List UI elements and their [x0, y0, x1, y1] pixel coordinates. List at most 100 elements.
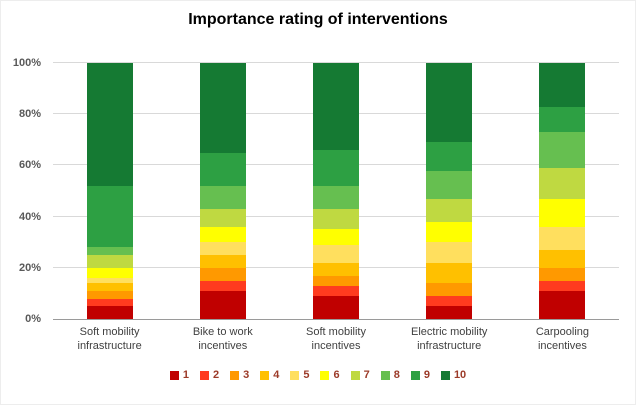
legend-item: 5: [290, 369, 309, 381]
bar-segment-3: [313, 275, 359, 286]
legend-label: 3: [243, 369, 250, 381]
legend-label: 10: [453, 369, 467, 381]
legend-swatch: [350, 370, 360, 380]
legend-swatch: [320, 370, 330, 380]
stacked-bar: [86, 63, 133, 319]
legend-label: 6: [333, 369, 340, 381]
bar-segment-7: [86, 255, 133, 268]
x-axis-labels: Soft mobility infrastructure Bike to work…: [53, 325, 619, 353]
x-axis-label: Carpooling incentives: [535, 326, 590, 352]
bar-segment-10: [199, 63, 246, 153]
legend-label: 8: [393, 369, 400, 381]
bar-segment-5: [199, 242, 246, 256]
bar-segment-10: [539, 63, 586, 107]
bar-segment-3: [86, 290, 133, 299]
x-axis-label: Soft mobility incentives: [306, 326, 366, 352]
legend-label: 1: [182, 369, 189, 381]
bar-segment-4: [313, 262, 359, 276]
y-axis: 0% 20% 40% 60% 80% 100%: [1, 57, 47, 325]
gridline: [53, 62, 619, 63]
bar-segment-7: [199, 208, 246, 227]
bar-segment-7: [539, 168, 586, 199]
bar-segment-5: [426, 242, 473, 263]
stacked-bar: [426, 63, 473, 319]
bar-slot: [506, 63, 619, 319]
bar-segment-2: [426, 295, 473, 307]
bar-segment-7: [313, 208, 359, 230]
stacked-bar: [539, 63, 586, 319]
bar-slot: [279, 63, 392, 319]
legend-item: 6: [320, 369, 340, 381]
plot-area: [53, 62, 619, 320]
legend-swatch: [169, 370, 179, 380]
bar-segment-9: [199, 152, 246, 186]
bar-segment-4: [199, 255, 246, 268]
y-tick-label: 60%: [18, 159, 41, 172]
stacked-bar: [313, 63, 359, 319]
legend-label: 2: [212, 369, 220, 381]
legend-label: 4: [273, 369, 280, 381]
bar-segment-2: [199, 280, 246, 291]
chart-title: Importance rating of interventions: [188, 11, 448, 28]
x-axis-label: Electric mobility infrastructure: [411, 326, 488, 352]
bar-segment-8: [426, 170, 473, 199]
legend-swatch: [230, 370, 240, 380]
bar-segment-9: [86, 185, 133, 248]
bar-segment-8: [539, 132, 586, 168]
stacked-bar: [199, 63, 246, 319]
bar-segment-2: [313, 285, 359, 296]
bar-segment-3: [539, 267, 586, 281]
bar-segment-4: [86, 283, 133, 291]
legend-item: 3: [230, 369, 249, 381]
legend-swatch: [260, 370, 270, 380]
x-axis-label: Soft mobility infrastructure: [77, 326, 142, 352]
y-tick-label: 80%: [18, 108, 41, 121]
bar-slot: [53, 63, 166, 319]
bar-segment-3: [426, 283, 473, 296]
bar-segment-4: [426, 262, 473, 284]
bar-segment-7: [426, 198, 473, 222]
bar-segment-1: [426, 306, 473, 319]
bar-segment-5: [313, 244, 359, 263]
bar-segment-6: [199, 226, 246, 243]
y-tick-label: 20%: [18, 261, 41, 274]
bar-slot: [166, 63, 279, 319]
bar-slot: [393, 63, 506, 319]
bar-segment-2: [86, 298, 133, 307]
legend-item: 7: [350, 369, 370, 381]
legend-swatch: [410, 370, 420, 380]
legend-item: 10: [440, 369, 467, 381]
bar-segment-6: [86, 267, 133, 279]
y-tick-label: 100%: [12, 57, 41, 69]
legend-item: 4: [260, 369, 279, 381]
legend-label: 5: [303, 369, 310, 381]
bar-segment-10: [313, 63, 359, 151]
bar-segment-1: [199, 290, 246, 319]
bar-segment-2: [539, 280, 586, 291]
bar-segment-1: [86, 306, 133, 319]
bar-segment-8: [313, 185, 359, 209]
bar-segment-6: [426, 221, 473, 243]
bar-segment-9: [426, 142, 473, 171]
bar-segment-9: [539, 106, 586, 133]
bar-segment-10: [426, 63, 473, 143]
bar-segment-1: [313, 295, 359, 319]
legend-swatch: [380, 370, 390, 380]
legend-item: 8: [380, 369, 400, 381]
y-tick-label: 40%: [18, 210, 41, 223]
legend-item: 9: [410, 369, 430, 381]
bar-segment-3: [199, 267, 246, 281]
bar-segment-9: [313, 150, 359, 186]
bar-segment-6: [539, 198, 586, 227]
bar-segment-1: [539, 290, 586, 319]
bar-segment-8: [86, 247, 133, 256]
bar-segment-5: [539, 226, 586, 250]
legend-label: 7: [363, 369, 370, 381]
legend-swatch: [290, 370, 300, 380]
bar-segment-10: [86, 63, 133, 186]
bar-segment-8: [199, 185, 246, 209]
bar-segment-4: [539, 249, 586, 268]
legend: 1 2 3 4 5 6 7 8 9 10: [1, 369, 635, 381]
legend-item: 1: [169, 369, 189, 381]
